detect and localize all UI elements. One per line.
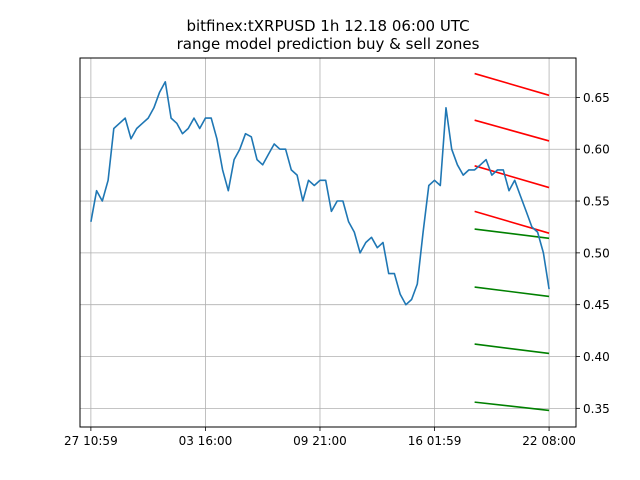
sell-zone-line — [474, 165, 550, 189]
plot-area-frame — [79, 57, 577, 428]
x-tick-label: 03 16:00 — [179, 434, 233, 448]
x-tick-label: 16 01:59 — [408, 434, 462, 448]
x-tick-label: 22 08:00 — [522, 434, 576, 448]
y-tick-label: 0.50 — [583, 246, 610, 260]
y-tick-label: 0.65 — [583, 91, 610, 105]
y-tick-label: 0.45 — [583, 298, 610, 312]
y-axis: 0.35 0.40 0.45 0.50 0.55 0.60 0.65 — [576, 91, 610, 416]
y-tick-label: 0.55 — [583, 195, 610, 209]
y-tick-label: 0.35 — [583, 402, 610, 416]
x-tick-label: 09 21:00 — [293, 434, 347, 448]
y-tick-label: 0.40 — [583, 350, 610, 364]
grid — [80, 58, 576, 427]
buy-zone-line — [474, 401, 550, 412]
price-line — [90, 81, 550, 306]
buy-zone-line — [474, 286, 550, 298]
y-tick-label: 0.60 — [583, 143, 610, 157]
x-axis: 27 10:59 03 16:00 09 21:00 16 01:59 22 08:00 — [64, 427, 576, 448]
sell-zone-line — [474, 210, 550, 234]
chart-title: bitfinex:tXRPUSD 1h 12.18 06:00 UTC — [186, 17, 469, 35]
sell-zone-line — [474, 119, 550, 142]
buy-zone-line — [474, 343, 550, 355]
price-series — [90, 81, 550, 306]
chart-subtitle: range model prediction buy & sell zones — [177, 35, 480, 53]
sell-zone-line — [474, 72, 550, 97]
x-tick-label: 27 10:59 — [64, 434, 118, 448]
prediction-zones — [474, 72, 550, 412]
buy-zone-line — [474, 228, 550, 240]
